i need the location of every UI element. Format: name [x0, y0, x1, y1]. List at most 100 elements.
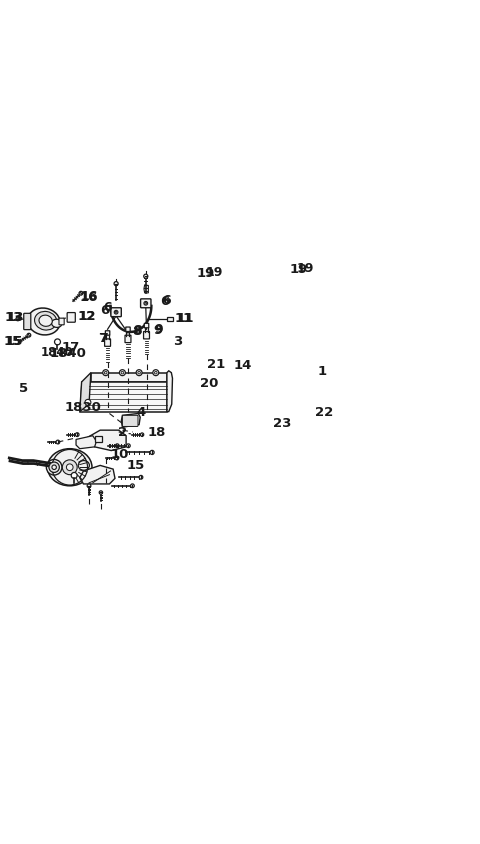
Circle shape	[114, 311, 118, 314]
Text: 12: 12	[79, 310, 96, 323]
Text: 1840: 1840	[49, 347, 86, 360]
Ellipse shape	[51, 319, 62, 327]
Circle shape	[49, 462, 60, 473]
Circle shape	[144, 301, 148, 306]
Circle shape	[55, 339, 60, 345]
Polygon shape	[144, 284, 148, 293]
Circle shape	[79, 291, 83, 295]
Polygon shape	[80, 373, 91, 412]
Circle shape	[144, 274, 148, 279]
Circle shape	[150, 451, 154, 454]
Text: 1: 1	[317, 365, 326, 378]
Text: 16: 16	[80, 291, 98, 304]
Text: 6: 6	[100, 304, 109, 317]
Text: 7: 7	[98, 333, 107, 345]
Text: 13: 13	[7, 311, 24, 324]
FancyBboxPatch shape	[126, 327, 130, 332]
FancyBboxPatch shape	[59, 318, 64, 325]
Circle shape	[136, 370, 142, 376]
Circle shape	[155, 371, 157, 374]
Polygon shape	[80, 382, 167, 412]
Ellipse shape	[48, 449, 92, 486]
Text: 9: 9	[153, 323, 162, 337]
Polygon shape	[80, 465, 115, 484]
Circle shape	[85, 399, 91, 405]
Polygon shape	[76, 436, 96, 449]
Circle shape	[56, 441, 60, 444]
Text: 23: 23	[273, 417, 291, 430]
FancyBboxPatch shape	[144, 332, 149, 339]
Circle shape	[105, 371, 107, 374]
Text: 22: 22	[315, 406, 334, 419]
Polygon shape	[91, 373, 167, 382]
FancyBboxPatch shape	[96, 436, 102, 441]
FancyBboxPatch shape	[122, 415, 138, 426]
Circle shape	[114, 282, 118, 285]
Circle shape	[153, 370, 159, 376]
Text: 14: 14	[234, 359, 252, 372]
Text: 6: 6	[160, 295, 169, 307]
Text: 1840: 1840	[41, 346, 74, 359]
Polygon shape	[87, 430, 126, 451]
Ellipse shape	[78, 461, 89, 470]
Circle shape	[115, 444, 119, 447]
Text: 6: 6	[162, 294, 171, 307]
Text: 21: 21	[207, 358, 225, 371]
Circle shape	[16, 317, 20, 321]
Text: 3: 3	[173, 335, 182, 349]
Ellipse shape	[39, 315, 52, 327]
Text: 5: 5	[19, 381, 28, 395]
Text: 20: 20	[200, 377, 218, 390]
FancyBboxPatch shape	[67, 312, 75, 322]
Text: 10: 10	[110, 448, 129, 461]
Text: 9: 9	[154, 322, 163, 336]
Circle shape	[145, 302, 147, 304]
Text: 19: 19	[197, 267, 215, 279]
Circle shape	[127, 444, 130, 447]
Circle shape	[62, 460, 77, 474]
Text: 17: 17	[61, 341, 80, 354]
Ellipse shape	[35, 311, 57, 330]
Text: 11: 11	[174, 312, 192, 326]
Text: 15: 15	[126, 459, 144, 472]
Text: 7: 7	[99, 332, 108, 344]
Text: 12: 12	[78, 310, 96, 323]
Circle shape	[139, 475, 143, 479]
Text: 13: 13	[4, 311, 23, 323]
Circle shape	[75, 433, 79, 436]
Circle shape	[71, 473, 77, 479]
Circle shape	[131, 484, 134, 488]
FancyBboxPatch shape	[111, 308, 121, 316]
Text: 4: 4	[136, 406, 146, 419]
FancyBboxPatch shape	[105, 339, 110, 346]
Ellipse shape	[47, 459, 62, 475]
FancyBboxPatch shape	[24, 313, 31, 330]
Text: 2: 2	[118, 426, 127, 439]
Circle shape	[52, 465, 56, 469]
Circle shape	[115, 311, 117, 313]
Text: 15: 15	[4, 335, 22, 349]
Text: 6: 6	[103, 301, 112, 314]
Circle shape	[17, 318, 19, 320]
Circle shape	[121, 371, 124, 374]
Polygon shape	[121, 414, 140, 427]
FancyBboxPatch shape	[105, 331, 110, 335]
FancyBboxPatch shape	[125, 335, 131, 343]
Circle shape	[115, 456, 119, 460]
Ellipse shape	[27, 308, 60, 335]
Text: 1830: 1830	[65, 402, 102, 414]
Circle shape	[140, 433, 144, 436]
Text: 19: 19	[297, 262, 314, 275]
Text: 11: 11	[177, 312, 194, 326]
FancyBboxPatch shape	[144, 323, 149, 327]
Text: 8: 8	[132, 325, 142, 338]
Circle shape	[27, 333, 31, 337]
Circle shape	[138, 371, 140, 374]
FancyBboxPatch shape	[167, 316, 173, 321]
Circle shape	[99, 491, 103, 494]
Text: 15: 15	[6, 334, 23, 348]
Polygon shape	[167, 371, 172, 412]
Text: 8: 8	[133, 324, 142, 338]
FancyBboxPatch shape	[141, 299, 151, 308]
Text: 16: 16	[81, 290, 98, 303]
